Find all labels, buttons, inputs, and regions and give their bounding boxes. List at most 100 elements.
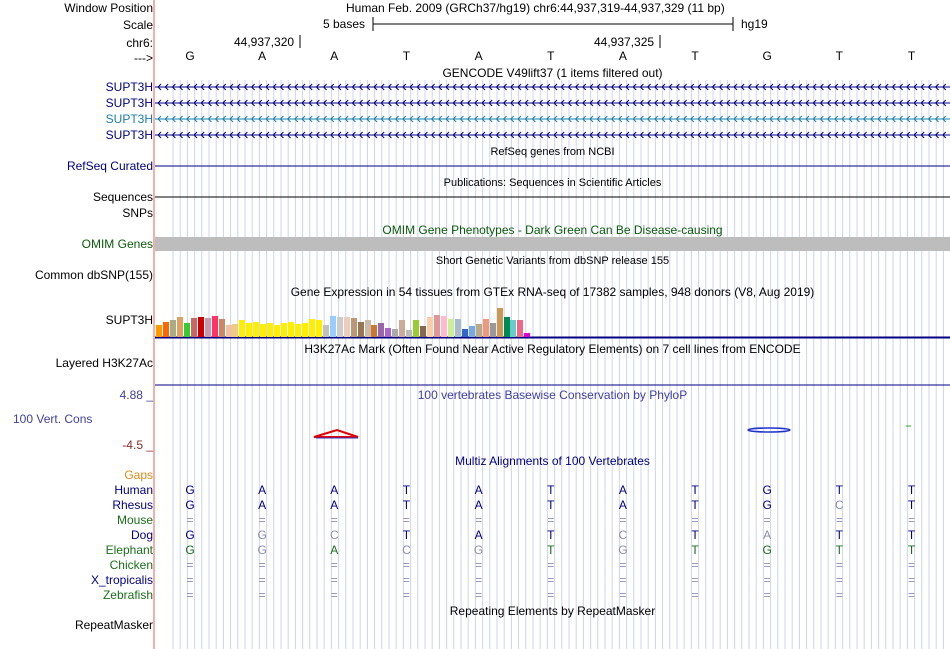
multiz-base: = [907, 558, 915, 572]
multiz-base: = [330, 588, 338, 602]
omim-genes-label[interactable]: OMIM Genes [81, 237, 153, 251]
multiz-species-label[interactable]: Chicken [109, 558, 153, 572]
multiz-base: T [691, 528, 699, 542]
gtex-tissue-bar[interactable] [225, 325, 232, 337]
multiz-species-label[interactable]: Human [114, 483, 153, 497]
gtex-tissue-bar[interactable] [197, 317, 204, 337]
scale-assembly: hg19 [741, 17, 768, 31]
gencode-label-2[interactable]: SUPT3H [105, 96, 153, 110]
window-position-label[interactable]: Window Position [64, 1, 153, 15]
gtex-tissue-bar[interactable] [524, 333, 531, 337]
gtex-tissue-bar[interactable] [322, 325, 329, 337]
gtex-tissue-bar[interactable] [308, 319, 315, 337]
gtex-tissue-bar[interactable] [329, 316, 336, 337]
gtex-tissue-bar[interactable] [156, 325, 162, 337]
gaps-label[interactable]: Gaps [124, 468, 153, 482]
gtex-tissue-bar[interactable] [454, 319, 461, 337]
gtex-tissue-bar[interactable] [357, 322, 364, 337]
gtex-tissue-bar[interactable] [371, 325, 378, 337]
gtex-tissue-bar[interactable] [288, 322, 295, 337]
gtex-tissue-bar[interactable] [406, 330, 413, 337]
gtex-tissue-bar[interactable] [336, 317, 343, 337]
gtex-tissue-bar[interactable] [253, 322, 260, 337]
gtex-tissue-bar[interactable] [378, 323, 385, 337]
repeatmasker-label[interactable]: RepeatMasker [74, 618, 153, 632]
gtex-tissue-bar[interactable] [204, 318, 211, 337]
sequences-label[interactable]: Sequences [92, 190, 153, 204]
scale-label[interactable]: Scale [122, 18, 153, 32]
gtex-tissue-bar[interactable] [239, 320, 246, 337]
common-dbsnp-label[interactable]: Common dbSNP(155) [34, 268, 153, 282]
gtex-tissue-bar[interactable] [169, 320, 176, 337]
multiz-base: A [474, 483, 483, 497]
gtex-tissue-bar[interactable] [176, 317, 183, 337]
gtex-tissue-bar[interactable] [281, 323, 288, 337]
multiz-base: = [907, 573, 915, 587]
multiz-species-label[interactable]: Rhesus [112, 498, 153, 512]
gtex-tissue-bar[interactable] [510, 320, 517, 337]
gencode-label-3[interactable]: SUPT3H [105, 112, 153, 126]
gtex-tissue-bar[interactable] [274, 325, 281, 337]
multiz-track-title: Multiz Alignments of 100 Vertebrates [455, 454, 650, 468]
strand-label[interactable]: ---> [134, 51, 153, 65]
multiz-base: A [258, 483, 267, 497]
multiz-species-label[interactable]: Mouse [116, 513, 153, 527]
gtex-tissue-bar[interactable] [183, 323, 190, 337]
gtex-tissue-bar[interactable] [413, 320, 420, 337]
multiz-base: T [907, 483, 916, 497]
gtex-tissue-bar[interactable] [267, 323, 274, 337]
gtex-tissue-bar[interactable] [343, 317, 350, 337]
multiz-base: A [763, 528, 772, 542]
gtex-tissue-bar[interactable] [420, 326, 427, 337]
chrom-label[interactable]: chr6: [126, 36, 153, 50]
gtex-tissue-bar[interactable] [434, 315, 440, 337]
gtex-tissue-bar[interactable] [440, 316, 447, 337]
gtex-tissue-bar[interactable] [503, 317, 510, 337]
gtex-tissue-bar[interactable] [468, 326, 475, 337]
gencode-label-4[interactable]: SUPT3H [105, 128, 153, 142]
snps-label[interactable]: SNPs [122, 206, 153, 220]
multiz-base: = [186, 573, 194, 587]
gtex-tissue-bar[interactable] [301, 323, 308, 337]
multiz-base: = [835, 588, 843, 602]
multiz-species-label[interactable]: Zebrafish [102, 588, 153, 602]
multiz-base: = [330, 558, 338, 572]
multiz-base: A [258, 498, 267, 512]
gtex-tissue-bar[interactable] [246, 323, 253, 337]
gtex-tissue-bar[interactable] [447, 319, 454, 337]
layered-h3k27ac-label[interactable]: Layered H3K27Ac [55, 356, 153, 370]
multiz-species-label[interactable]: Dog [130, 528, 153, 542]
phylop-track-label[interactable]: 100 Vert. Cons [13, 412, 93, 426]
gtex-tissue-bar[interactable] [482, 319, 489, 337]
refseq-curated-label[interactable]: RefSeq Curated [66, 159, 153, 173]
multiz-species-label[interactable]: Elephant [105, 543, 153, 557]
gtex-tissue-bar[interactable] [461, 329, 468, 337]
gtex-tissue-bar[interactable] [489, 323, 496, 337]
gtex-gene-label[interactable]: SUPT3H [105, 313, 153, 327]
gtex-tissue-bar[interactable] [517, 320, 524, 337]
gencode-label-1[interactable]: SUPT3H [105, 80, 153, 94]
gtex-tissue-bar[interactable] [295, 324, 301, 337]
multiz-base: G [762, 543, 772, 557]
gtex-tissue-bar[interactable] [496, 308, 503, 337]
gtex-tissue-bar[interactable] [260, 324, 267, 337]
gtex-tissue-bar[interactable] [162, 322, 169, 337]
gtex-tissue-bar[interactable] [399, 320, 406, 337]
gtex-tissue-bar[interactable] [350, 318, 357, 337]
gtex-tissue-bar[interactable] [232, 324, 239, 337]
omim-gene-bar[interactable] [155, 237, 950, 251]
gtex-tissue-bar[interactable] [392, 329, 399, 337]
gtex-tissue-bar[interactable] [211, 316, 218, 337]
gtex-tissue-bar[interactable] [427, 317, 434, 337]
gtex-tissue-bar[interactable] [475, 324, 482, 337]
gtex-tissue-bar[interactable] [190, 318, 197, 337]
scale-text: 5 bases [323, 17, 366, 31]
multiz-species-label[interactable]: X_tropicalis [90, 573, 153, 587]
gtex-tissue-bar[interactable] [364, 320, 371, 337]
multiz-base: = [186, 513, 194, 527]
gtex-tissue-bar[interactable] [218, 319, 225, 337]
gtex-tissue-bar[interactable] [315, 320, 322, 337]
left-gutter-bar[interactable] [153, 0, 155, 649]
gtex-tissue-bar[interactable] [385, 328, 392, 337]
